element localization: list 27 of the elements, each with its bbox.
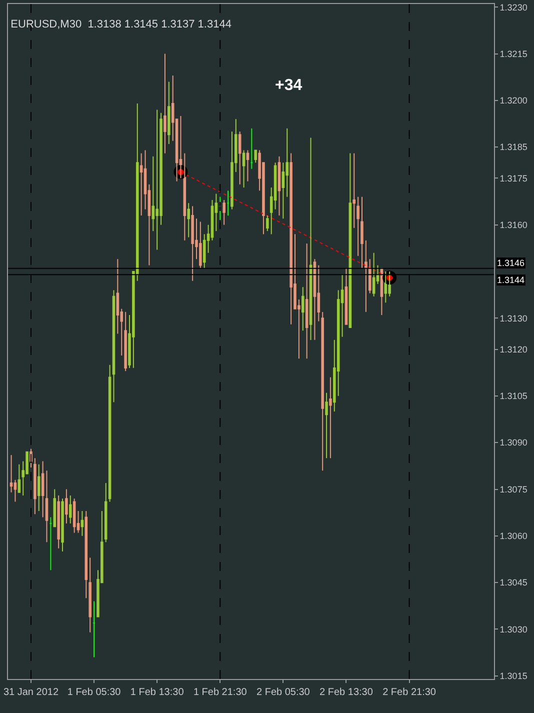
y-tick-label: 1.3060 [500,531,528,542]
y-tick-label: 1.3120 [500,344,528,354]
annotation: +34 [275,77,302,94]
y-tick-label: 1.3185 [500,142,528,152]
x-tick-label: 2 Feb 05:30 [256,687,310,698]
y-tick-label: 1.3230 [500,2,528,12]
candlestick [26,451,28,474]
y-tick-label: 1.3200 [500,96,528,106]
ref-line-label: 1.3146 [497,258,525,268]
y-tick-label: 1.3045 [500,578,528,588]
x-tick-label: 1 Feb 13:30 [130,687,184,698]
y-tick-label: 1.3130 [500,313,528,324]
x-tick-label: 1 Feb 21:30 [193,687,248,698]
y-tick-label: 1.3160 [500,220,528,230]
x-tick-label: 1 Feb 05:30 [67,687,122,698]
x-tick-label: 2 Feb 13:30 [320,687,374,698]
y-tick-label: 1.3175 [500,173,528,184]
ref-line-label: 1.3144 [497,275,525,285]
x-tick-label: 2 Feb 21:30 [382,687,436,698]
y-tick-label: 1.3090 [500,438,528,448]
y-tick-label: 1.3030 [500,624,528,634]
text: EURUSD,M30 1.3138 1.3145 1.3137 1.3144 [10,18,232,31]
y-tick-label: 1.3075 [500,484,528,494]
y-tick-label: 1.3015 [500,671,528,682]
y-tick-label: 1.3105 [500,391,528,402]
y-tick-label: 1.3215 [500,48,528,59]
x-tick-label: 31 Jan 2012 [3,687,59,698]
